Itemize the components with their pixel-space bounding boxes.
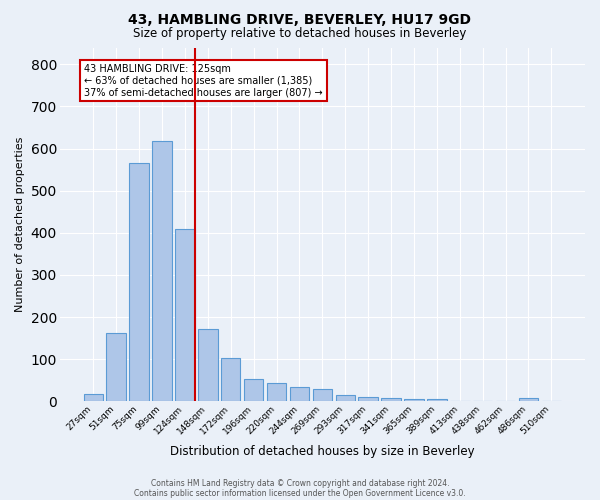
Bar [427, 399, 446, 402]
Bar [519, 398, 538, 402]
Text: Contains public sector information licensed under the Open Government Licence v3: Contains public sector information licen… [134, 488, 466, 498]
Bar [221, 358, 241, 402]
Bar [130, 164, 149, 402]
Bar [313, 388, 332, 402]
Bar [106, 332, 126, 402]
Y-axis label: Number of detached properties: Number of detached properties [15, 136, 25, 312]
Text: 43 HAMBLING DRIVE: 125sqm
← 63% of detached houses are smaller (1,385)
37% of se: 43 HAMBLING DRIVE: 125sqm ← 63% of detac… [84, 64, 323, 98]
Text: Size of property relative to detached houses in Beverley: Size of property relative to detached ho… [133, 28, 467, 40]
Bar [267, 383, 286, 402]
Bar [198, 329, 218, 402]
Bar [358, 397, 378, 402]
Bar [290, 386, 309, 402]
X-axis label: Distribution of detached houses by size in Beverley: Distribution of detached houses by size … [170, 444, 475, 458]
Bar [335, 395, 355, 402]
Bar [83, 394, 103, 402]
Bar [152, 142, 172, 402]
Bar [404, 399, 424, 402]
Bar [382, 398, 401, 402]
Text: 43, HAMBLING DRIVE, BEVERLEY, HU17 9GD: 43, HAMBLING DRIVE, BEVERLEY, HU17 9GD [128, 12, 472, 26]
Bar [244, 380, 263, 402]
Bar [175, 228, 194, 402]
Text: Contains HM Land Registry data © Crown copyright and database right 2024.: Contains HM Land Registry data © Crown c… [151, 478, 449, 488]
